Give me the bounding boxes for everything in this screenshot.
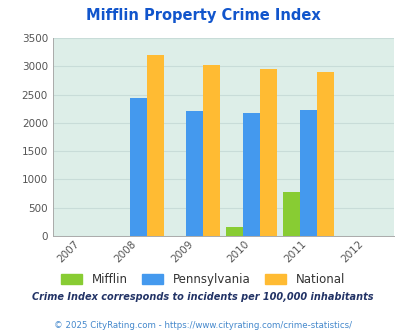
Bar bbox=[316, 72, 333, 236]
Bar bbox=[282, 192, 299, 236]
Bar bbox=[146, 55, 163, 236]
Bar bbox=[203, 65, 220, 236]
Bar bbox=[129, 98, 146, 236]
Bar bbox=[186, 112, 203, 236]
Bar bbox=[299, 110, 316, 236]
Legend: Mifflin, Pennsylvania, National: Mifflin, Pennsylvania, National bbox=[56, 268, 349, 291]
Text: Crime Index corresponds to incidents per 100,000 inhabitants: Crime Index corresponds to incidents per… bbox=[32, 292, 373, 302]
Text: © 2025 CityRating.com - https://www.cityrating.com/crime-statistics/: © 2025 CityRating.com - https://www.city… bbox=[54, 321, 351, 330]
Text: Mifflin Property Crime Index: Mifflin Property Crime Index bbox=[85, 8, 320, 23]
Bar bbox=[260, 69, 277, 236]
Bar bbox=[243, 113, 260, 236]
Bar bbox=[226, 227, 243, 236]
